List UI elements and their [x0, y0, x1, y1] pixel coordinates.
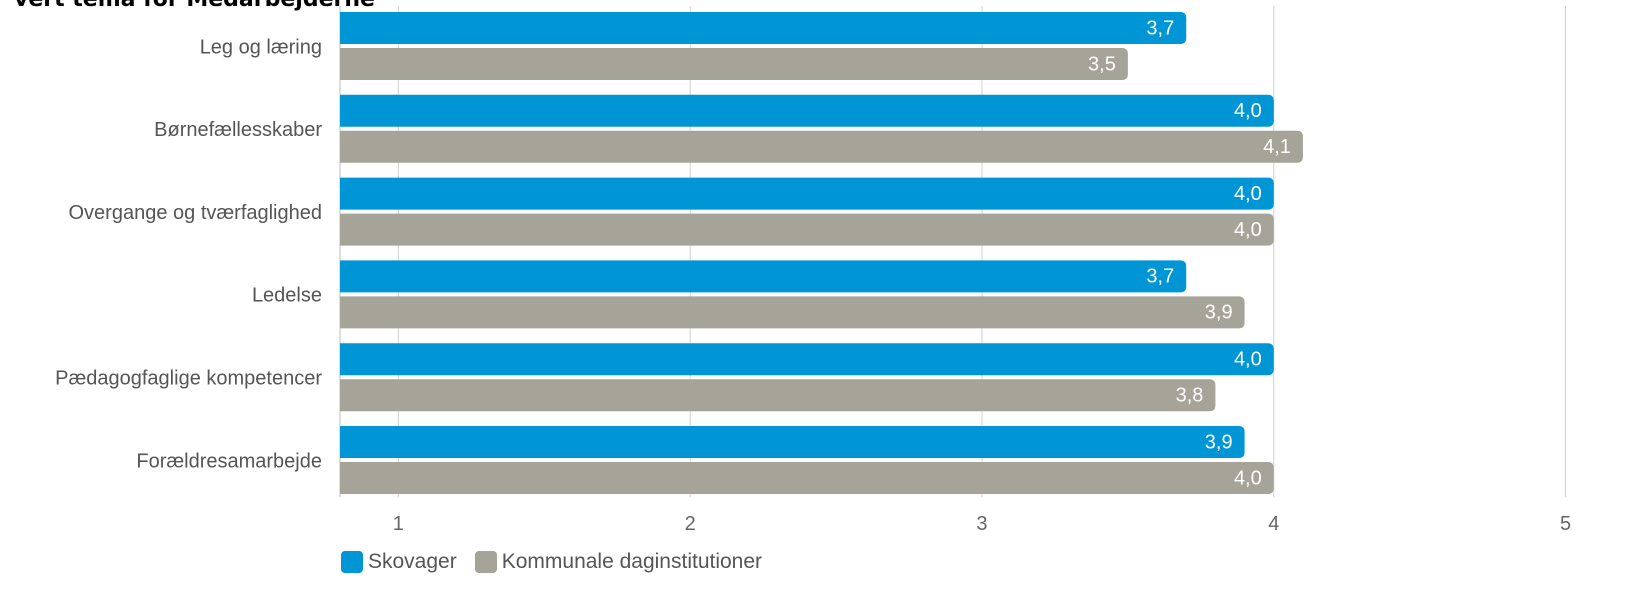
legend-item-skovager: Skovager [341, 550, 457, 574]
legend-swatch-skovager [341, 551, 363, 573]
legend-item-kommunale: Kommunale daginstitutioner [474, 550, 763, 574]
x-axis-ticks: 1 2 3 4 5 [393, 513, 1571, 535]
category-labels: Leg og læring Børnefællesskaber Overgange … [55, 36, 322, 472]
legend-label-skovager: Skovager [368, 550, 457, 573]
bars: 3,73,54,04,14,04,03,73,94,03,83,94,0 [340, 12, 1303, 494]
chart-title: vert tema for Medarbejderne [14, 0, 375, 12]
x-tick-label: 2 [685, 513, 696, 535]
bar-skovager [340, 94, 1274, 127]
bar-skovager [340, 12, 1187, 44]
data-label: 4,0 [1234, 348, 1262, 370]
bar-skovager [340, 426, 1245, 458]
bar-kommunale [340, 48, 1128, 80]
data-label: 4,0 [1234, 219, 1262, 241]
category-label: Leg og læring [200, 36, 322, 58]
bar-skovager [340, 260, 1187, 293]
bar-kommunale [340, 462, 1274, 494]
data-label: 3,5 [1088, 53, 1116, 75]
bar-kommunale [340, 296, 1245, 329]
data-label: 3,9 [1205, 431, 1233, 453]
x-tick-label: 1 [393, 513, 404, 535]
bar-kommunale [340, 379, 1216, 412]
category-label: Overgange og tværfaglighed [69, 202, 323, 224]
data-label: 4,0 [1234, 467, 1262, 489]
category-label: Pædagogfaglige kompetencer [55, 367, 322, 389]
legend-swatch-kommunale [474, 551, 497, 573]
category-label: Børnefællesskaber [154, 119, 322, 141]
gridlines [339, 6, 1567, 497]
data-label: 3,9 [1205, 302, 1233, 324]
bar-kommunale [340, 130, 1303, 163]
data-label: 3,8 [1176, 384, 1204, 406]
data-label: 3,7 [1146, 17, 1174, 39]
category-label: Ledelse [252, 285, 322, 307]
bar-kommunale [340, 213, 1274, 246]
data-label: 3,7 [1146, 266, 1174, 288]
data-label: 4,0 [1234, 100, 1262, 122]
x-tick-label: 5 [1560, 513, 1571, 535]
x-tick-label: 3 [976, 513, 987, 535]
legend: Skovager Kommunale daginstitutioner [341, 550, 780, 574]
category-label: Forældresamarbejde [136, 450, 322, 472]
data-label: 4,0 [1234, 183, 1262, 205]
bar-skovager [340, 343, 1274, 376]
data-label: 4,1 [1263, 136, 1291, 158]
bar-skovager [340, 177, 1274, 210]
x-tick-label: 4 [1268, 513, 1279, 535]
legend-label-kommunale: Kommunale daginstitutioner [501, 550, 763, 573]
